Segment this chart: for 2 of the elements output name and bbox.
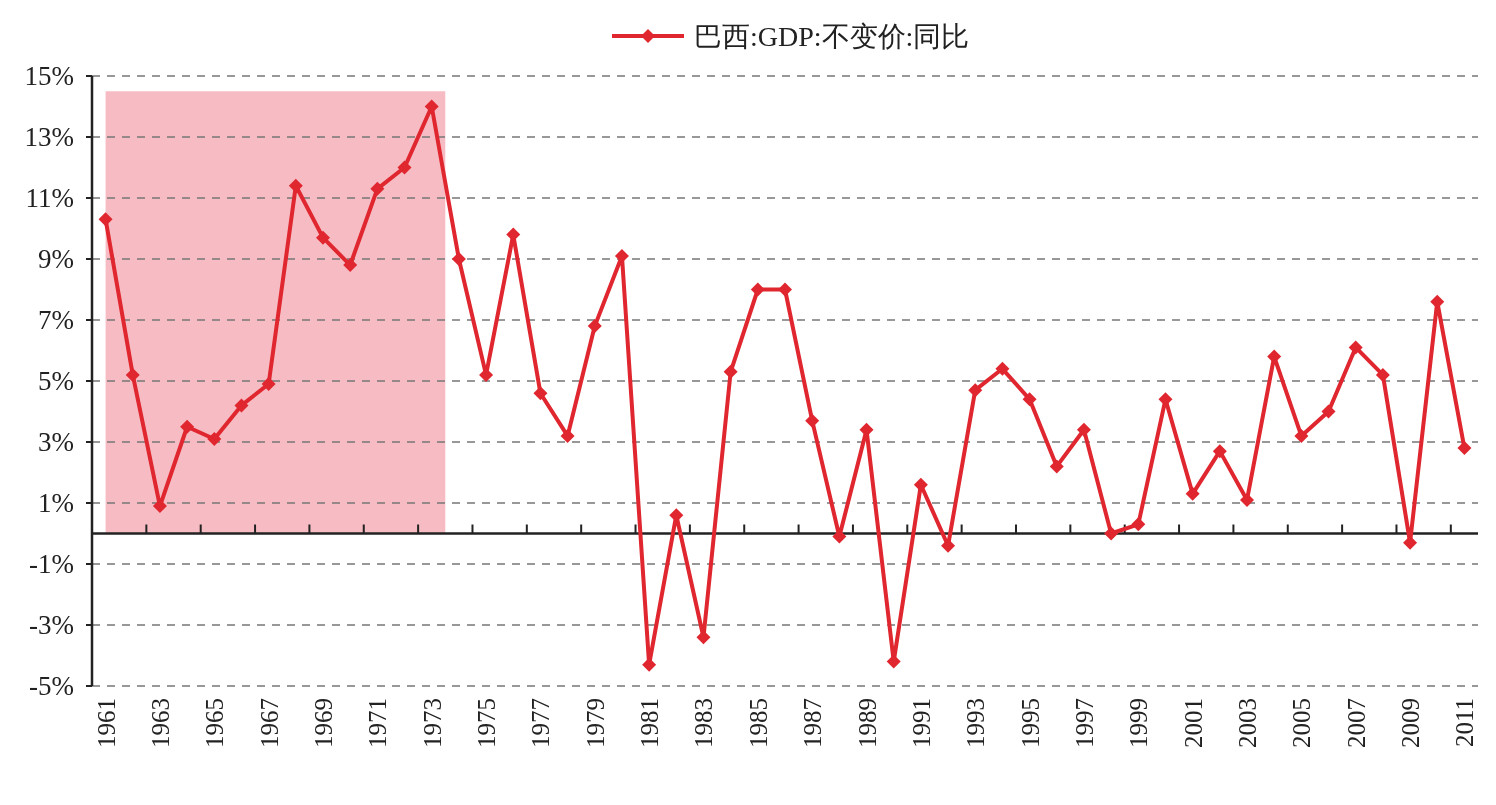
legend: 巴西:GDP:不变价:同比 bbox=[612, 21, 970, 52]
legend-label: 巴西:GDP:不变价:同比 bbox=[694, 21, 970, 52]
